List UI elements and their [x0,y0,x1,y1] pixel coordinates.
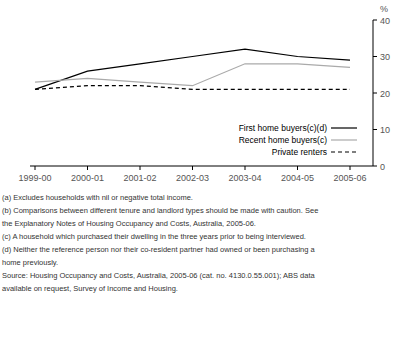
footnote: available on request, Survey of Income a… [2,284,178,293]
y-tick-label: 0 [380,162,385,172]
footnote: (b) Comparisons between different tenure… [2,206,318,215]
x-tick-label: 2004-05 [281,173,314,183]
series-line [35,49,350,89]
y-tick [373,56,377,57]
x-tick [192,166,193,170]
y-tick [373,20,377,21]
x-tick [35,166,36,170]
y-tick-label: 10 [380,125,390,135]
x-tick-label: 2000-01 [71,173,104,183]
y-tick [373,93,377,94]
chart: 0 10 20 30 40% 1999-00 2000-01 2001-02 2002-03 20… [0,0,416,340]
y-tick-label: 30 [380,52,390,62]
footnote: the Explanatory Notes of Housing Occupan… [2,219,256,228]
footnote: (a) Excludes households with nil or nega… [2,193,193,202]
x-tick-label: 2001-02 [123,173,156,183]
y-tick [373,129,377,130]
legend-label: Recent home buyers(c) [239,135,328,145]
legend-label: First home buyers(c)(d) [239,123,327,133]
y-tick-label: 40 [380,16,390,26]
x-tick [87,166,88,170]
footnote: Source: Housing Occupancy and Costs, Aus… [2,271,316,280]
x-tick-label: 2003-04 [228,173,261,183]
x-tick [297,166,298,170]
y-tick [373,166,377,167]
series-line [35,64,350,86]
x-tick [350,166,351,170]
legend-swatch [331,127,357,128]
x-axis [30,166,373,167]
x-tick [245,166,246,170]
y-axis-label: % [380,4,388,14]
series-line [35,86,350,90]
legend-swatch [331,139,357,140]
footnote: home previously. [2,258,58,267]
footnote: (d) Neither the reference person nor the… [2,245,316,254]
x-tick-label: 1999-00 [18,173,51,183]
legend-label: Private renters [272,147,327,157]
x-tick [140,166,141,170]
footnote: (c) A household which purchased their dw… [2,232,306,241]
x-tick-label: 2005-06 [333,173,366,183]
series-group [35,49,350,89]
legend: First home buyers(c)(d) Recent home buyer… [239,123,357,157]
x-tick-label: 2002-03 [176,173,209,183]
legend-swatch [331,151,357,152]
y-tick-label: 20 [380,89,390,99]
